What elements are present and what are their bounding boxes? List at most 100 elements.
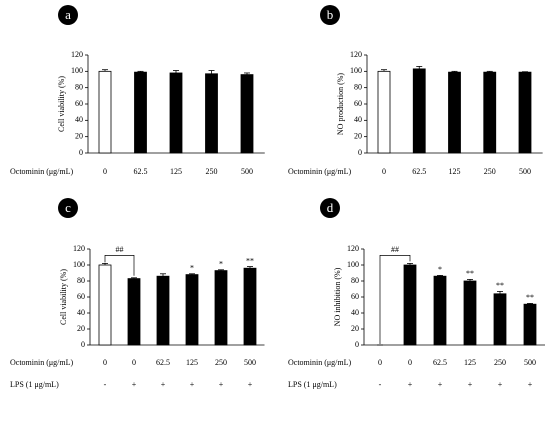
error-bar (247, 266, 253, 269)
error-bar (437, 274, 443, 277)
panel-label: c (65, 200, 71, 215)
bar (493, 293, 507, 346)
x-tick-label: 62.5 (433, 358, 447, 367)
y-tick-label: 80 (75, 82, 83, 91)
lps-value: + (248, 380, 253, 389)
bar (156, 275, 170, 346)
y-tick-label: 0 (79, 148, 83, 157)
bar (240, 74, 254, 154)
panel-label: a (65, 7, 71, 22)
bar (243, 267, 257, 346)
bar (134, 71, 147, 154)
bar (403, 264, 417, 346)
y-tick-label: 120 (73, 244, 85, 253)
error-bar (527, 302, 533, 305)
panel-label: d (327, 200, 334, 215)
y-tick-label: 20 (77, 324, 85, 333)
x-tick-label: 250 (215, 358, 227, 367)
error-bar (407, 262, 413, 265)
y-tick-label: 120 (350, 50, 362, 59)
significance: ** (526, 293, 534, 302)
lps-label: LPS (1 μg/mL) (288, 380, 337, 389)
bar (98, 70, 112, 154)
error-bar (467, 278, 473, 281)
error-bar (486, 70, 493, 73)
error-bar (451, 70, 458, 73)
x-tick-label: 0 (378, 358, 382, 367)
error-bar (102, 262, 108, 265)
bracket (104, 255, 135, 276)
y-tick-label: 0 (358, 148, 362, 157)
bar (98, 264, 112, 346)
y-tick-label: 60 (354, 99, 362, 108)
x-tick-label: 62.5 (412, 167, 426, 176)
y-tick-label: 100 (350, 66, 362, 75)
x-tick-label: 0 (103, 167, 107, 176)
lps-label: LPS (1 μg/mL) (10, 380, 59, 389)
y-tick-label: 20 (351, 324, 359, 333)
panel-badge (58, 5, 78, 25)
x-tick-label: 0 (382, 167, 386, 176)
bar (169, 72, 183, 154)
significance: ** (466, 269, 474, 278)
y-tick-label: 40 (351, 308, 359, 317)
x-tick-label: 500 (519, 167, 531, 176)
bar (463, 280, 477, 346)
y-axis-label: Cell viability (%) (57, 76, 66, 132)
bar (412, 68, 426, 154)
lps-value: + (408, 380, 413, 389)
x-tick-label: 62.5 (134, 167, 148, 176)
bracket-label: ## (116, 245, 124, 254)
x-tick-label: 0 (132, 358, 136, 367)
y-tick-label: 20 (75, 131, 83, 140)
x-tick-label: 125 (464, 358, 476, 367)
x-tick-label: 125 (170, 167, 182, 176)
x-tick-label: 500 (524, 358, 536, 367)
lps-value: + (190, 380, 195, 389)
bar (185, 274, 199, 346)
bar (377, 70, 391, 154)
y-tick-label: 40 (354, 115, 362, 124)
lps-value: + (468, 380, 473, 389)
lps-value: + (161, 380, 166, 389)
y-tick-label: 60 (351, 292, 359, 301)
error-bar (208, 70, 215, 74)
y-tick-label: 100 (347, 260, 359, 269)
significance: * (438, 265, 442, 274)
error-bar (137, 70, 144, 73)
significance: * (219, 260, 223, 269)
bar (205, 73, 218, 154)
bar (127, 278, 141, 346)
error-bar (131, 277, 137, 279)
lps-value: + (498, 380, 503, 389)
error-bar (189, 273, 195, 275)
error-bar (173, 70, 179, 73)
significance: ** (246, 256, 254, 265)
panel-badge (320, 198, 340, 218)
error-bar (102, 69, 108, 72)
x-tick-label: 62.5 (156, 358, 170, 367)
y-axis-label: Cell viability (%) (59, 269, 68, 325)
y-tick-label: 0 (355, 340, 359, 349)
x-tick-label: 250 (206, 167, 218, 176)
y-tick-label: 120 (71, 50, 83, 59)
y-axis-label: NO production (%) (336, 73, 345, 136)
y-tick-label: 60 (77, 292, 85, 301)
x-tick-label: 125 (186, 358, 198, 367)
x-tick-label: 250 (484, 167, 496, 176)
x-axis-label: Octominin (μg/mL) (10, 358, 74, 367)
panel-label: b (327, 7, 334, 22)
y-tick-label: 0 (81, 340, 85, 349)
bar (518, 71, 532, 154)
bar (433, 275, 447, 346)
lps-value: + (132, 380, 137, 389)
x-tick-label: 500 (241, 167, 253, 176)
lps-value: - (379, 380, 382, 389)
y-tick-label: 100 (71, 66, 83, 75)
y-axis-label: NO inhibition (%) (333, 267, 342, 326)
error-bar (218, 269, 224, 271)
y-tick-label: 80 (77, 276, 85, 285)
x-tick-label: 0 (103, 358, 107, 367)
bracket (379, 255, 411, 344)
y-tick-label: 100 (73, 260, 85, 269)
